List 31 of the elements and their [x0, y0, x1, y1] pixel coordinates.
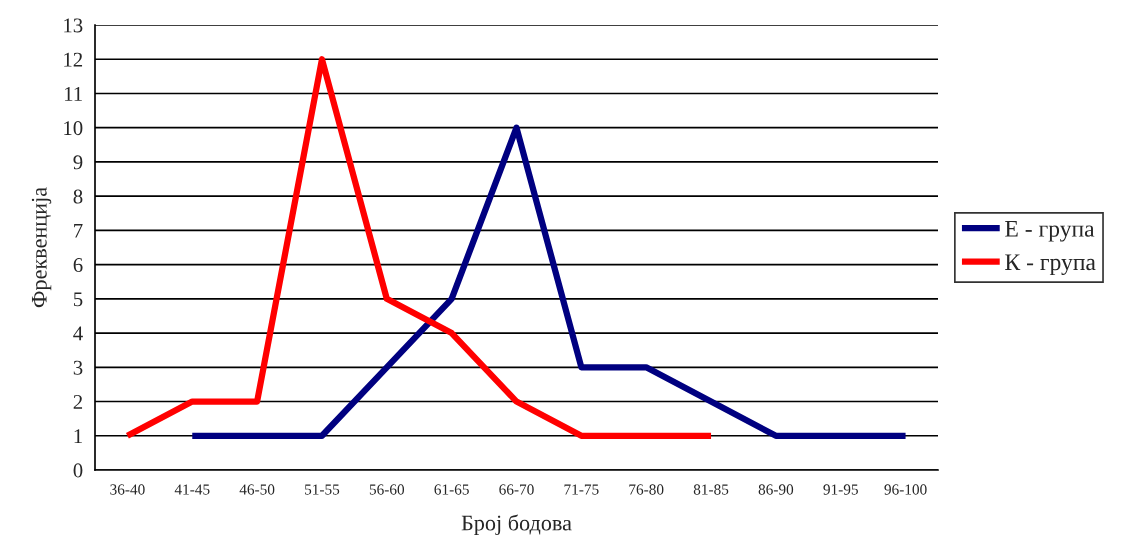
- legend-label: К - група: [1005, 254, 1096, 276]
- x-tick-label: 36-40: [110, 484, 145, 495]
- y-tick-label: 3: [73, 360, 83, 375]
- y-tick-label: 7: [74, 223, 83, 238]
- y-tick-label: 9: [73, 155, 83, 170]
- x-tick-label: 91-95: [823, 484, 858, 495]
- y-tick-label: 11: [64, 86, 82, 101]
- y-tick-label: 8: [73, 189, 83, 204]
- x-axis-title: Број бодова: [461, 514, 572, 536]
- x-tick-label: 41-45: [174, 484, 210, 495]
- x-tick-label: 71-75: [564, 484, 599, 495]
- y-tick-label: 4: [73, 326, 83, 341]
- y-tick-label: 1: [74, 429, 82, 443]
- x-tick-label: 46-50: [239, 484, 275, 495]
- x-tick-label: 56-60: [369, 484, 405, 495]
- x-tick-label: 51-55: [305, 484, 340, 495]
- x-tick-label: 96-100: [884, 484, 927, 495]
- legend-label: Е - група: [1005, 221, 1095, 242]
- y-tick-label: 12: [64, 52, 83, 67]
- x-tick-label: 76-80: [629, 484, 664, 495]
- y-tick-label: 5: [73, 292, 83, 307]
- y-tick-label: 6: [73, 258, 83, 273]
- y-tick-label: 13: [64, 18, 83, 33]
- y-tick-label: 2: [73, 394, 83, 409]
- x-tick-label: 86-90: [758, 484, 794, 495]
- x-tick-label: 66-70: [499, 484, 534, 495]
- y-tick-label: 0: [73, 463, 83, 478]
- x-tick-label: 61-65: [434, 484, 469, 495]
- y-axis-title: Фреквенција: [31, 187, 52, 308]
- x-tick-label: 81-85: [693, 484, 729, 495]
- y-tick-label: 10: [64, 121, 83, 136]
